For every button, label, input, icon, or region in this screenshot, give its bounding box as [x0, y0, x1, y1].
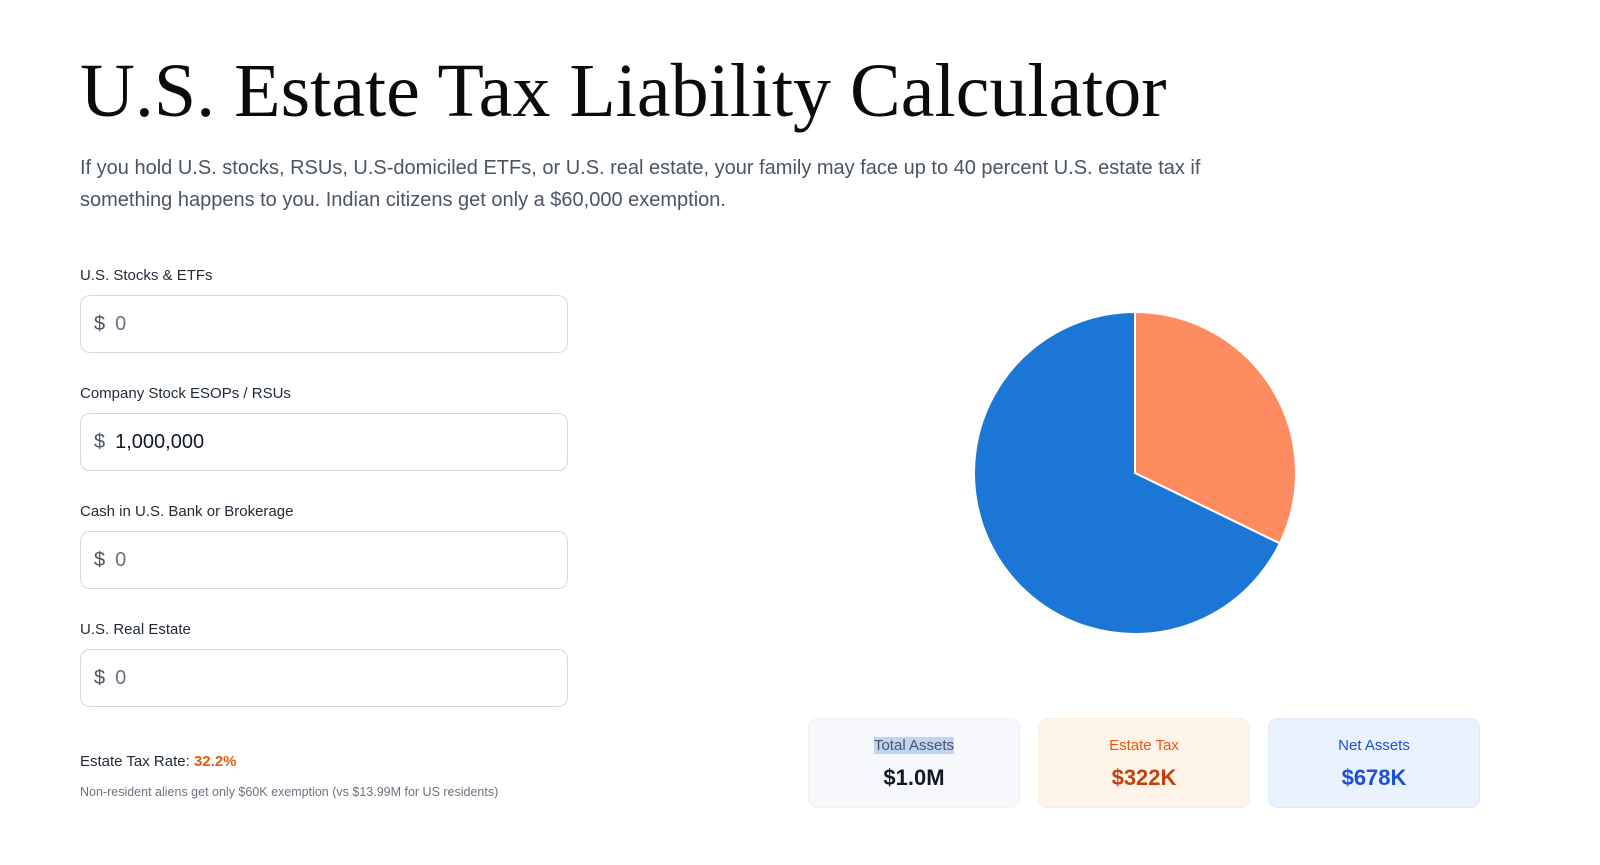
us-stocks-input[interactable]	[115, 312, 536, 336]
company-stock-input[interactable]	[115, 430, 536, 454]
company-stock-field[interactable]: $	[80, 413, 568, 471]
real-estate-field[interactable]: $	[80, 649, 568, 707]
total-assets-label: Total Assets	[873, 737, 955, 754]
dollar-sign-icon: $	[94, 666, 106, 689]
us-stocks-field[interactable]: $	[80, 295, 568, 353]
pie-slice-estate-tax	[1134, 310, 1297, 545]
real-estate-label: U.S. Real Estate	[80, 621, 191, 638]
page-subtitle: If you hold U.S. stocks, RSUs, U.S-domic…	[80, 157, 1201, 211]
dollar-sign-icon: $	[94, 548, 106, 571]
net-assets-label: Net Assets	[1338, 737, 1410, 754]
total-assets-value: $1.0M	[883, 765, 945, 790]
net-assets-value: $678K	[1341, 765, 1407, 790]
estate-tax-value: $322K	[1111, 765, 1177, 790]
net-assets-card: Net Assets $678K	[1268, 718, 1480, 808]
estate-tax-rate: Estate Tax Rate: 32.2%	[80, 752, 237, 772]
estate-tax-card: Estate Tax $322K	[1038, 718, 1250, 808]
page-title: U.S. Estate Tax Liability Calculator	[80, 49, 1167, 133]
real-estate-input[interactable]	[115, 666, 536, 690]
company-stock-label: Company Stock ESOPs / RSUs	[80, 385, 291, 402]
estate-tax-label: Estate Tax	[1109, 737, 1179, 754]
total-assets-card: Total Assets $1.0M	[808, 718, 1020, 808]
dollar-sign-icon: $	[94, 312, 106, 335]
cash-input[interactable]	[115, 548, 536, 572]
dollar-sign-icon: $	[94, 430, 106, 453]
estate-tax-rate-value: 32.2%	[193, 753, 237, 770]
pie-slice-net-assets	[973, 310, 1282, 635]
us-stocks-label: U.S. Stocks & ETFs	[80, 267, 213, 284]
estate-tax-rate-label: Estate Tax Rate:	[80, 753, 190, 770]
estate-pie-chart	[973, 310, 1297, 635]
exemption-note: Non-resident aliens get only $60K exempt…	[80, 785, 499, 799]
cash-field[interactable]: $	[80, 531, 568, 589]
cash-label: Cash in U.S. Bank or Brokerage	[80, 503, 294, 520]
